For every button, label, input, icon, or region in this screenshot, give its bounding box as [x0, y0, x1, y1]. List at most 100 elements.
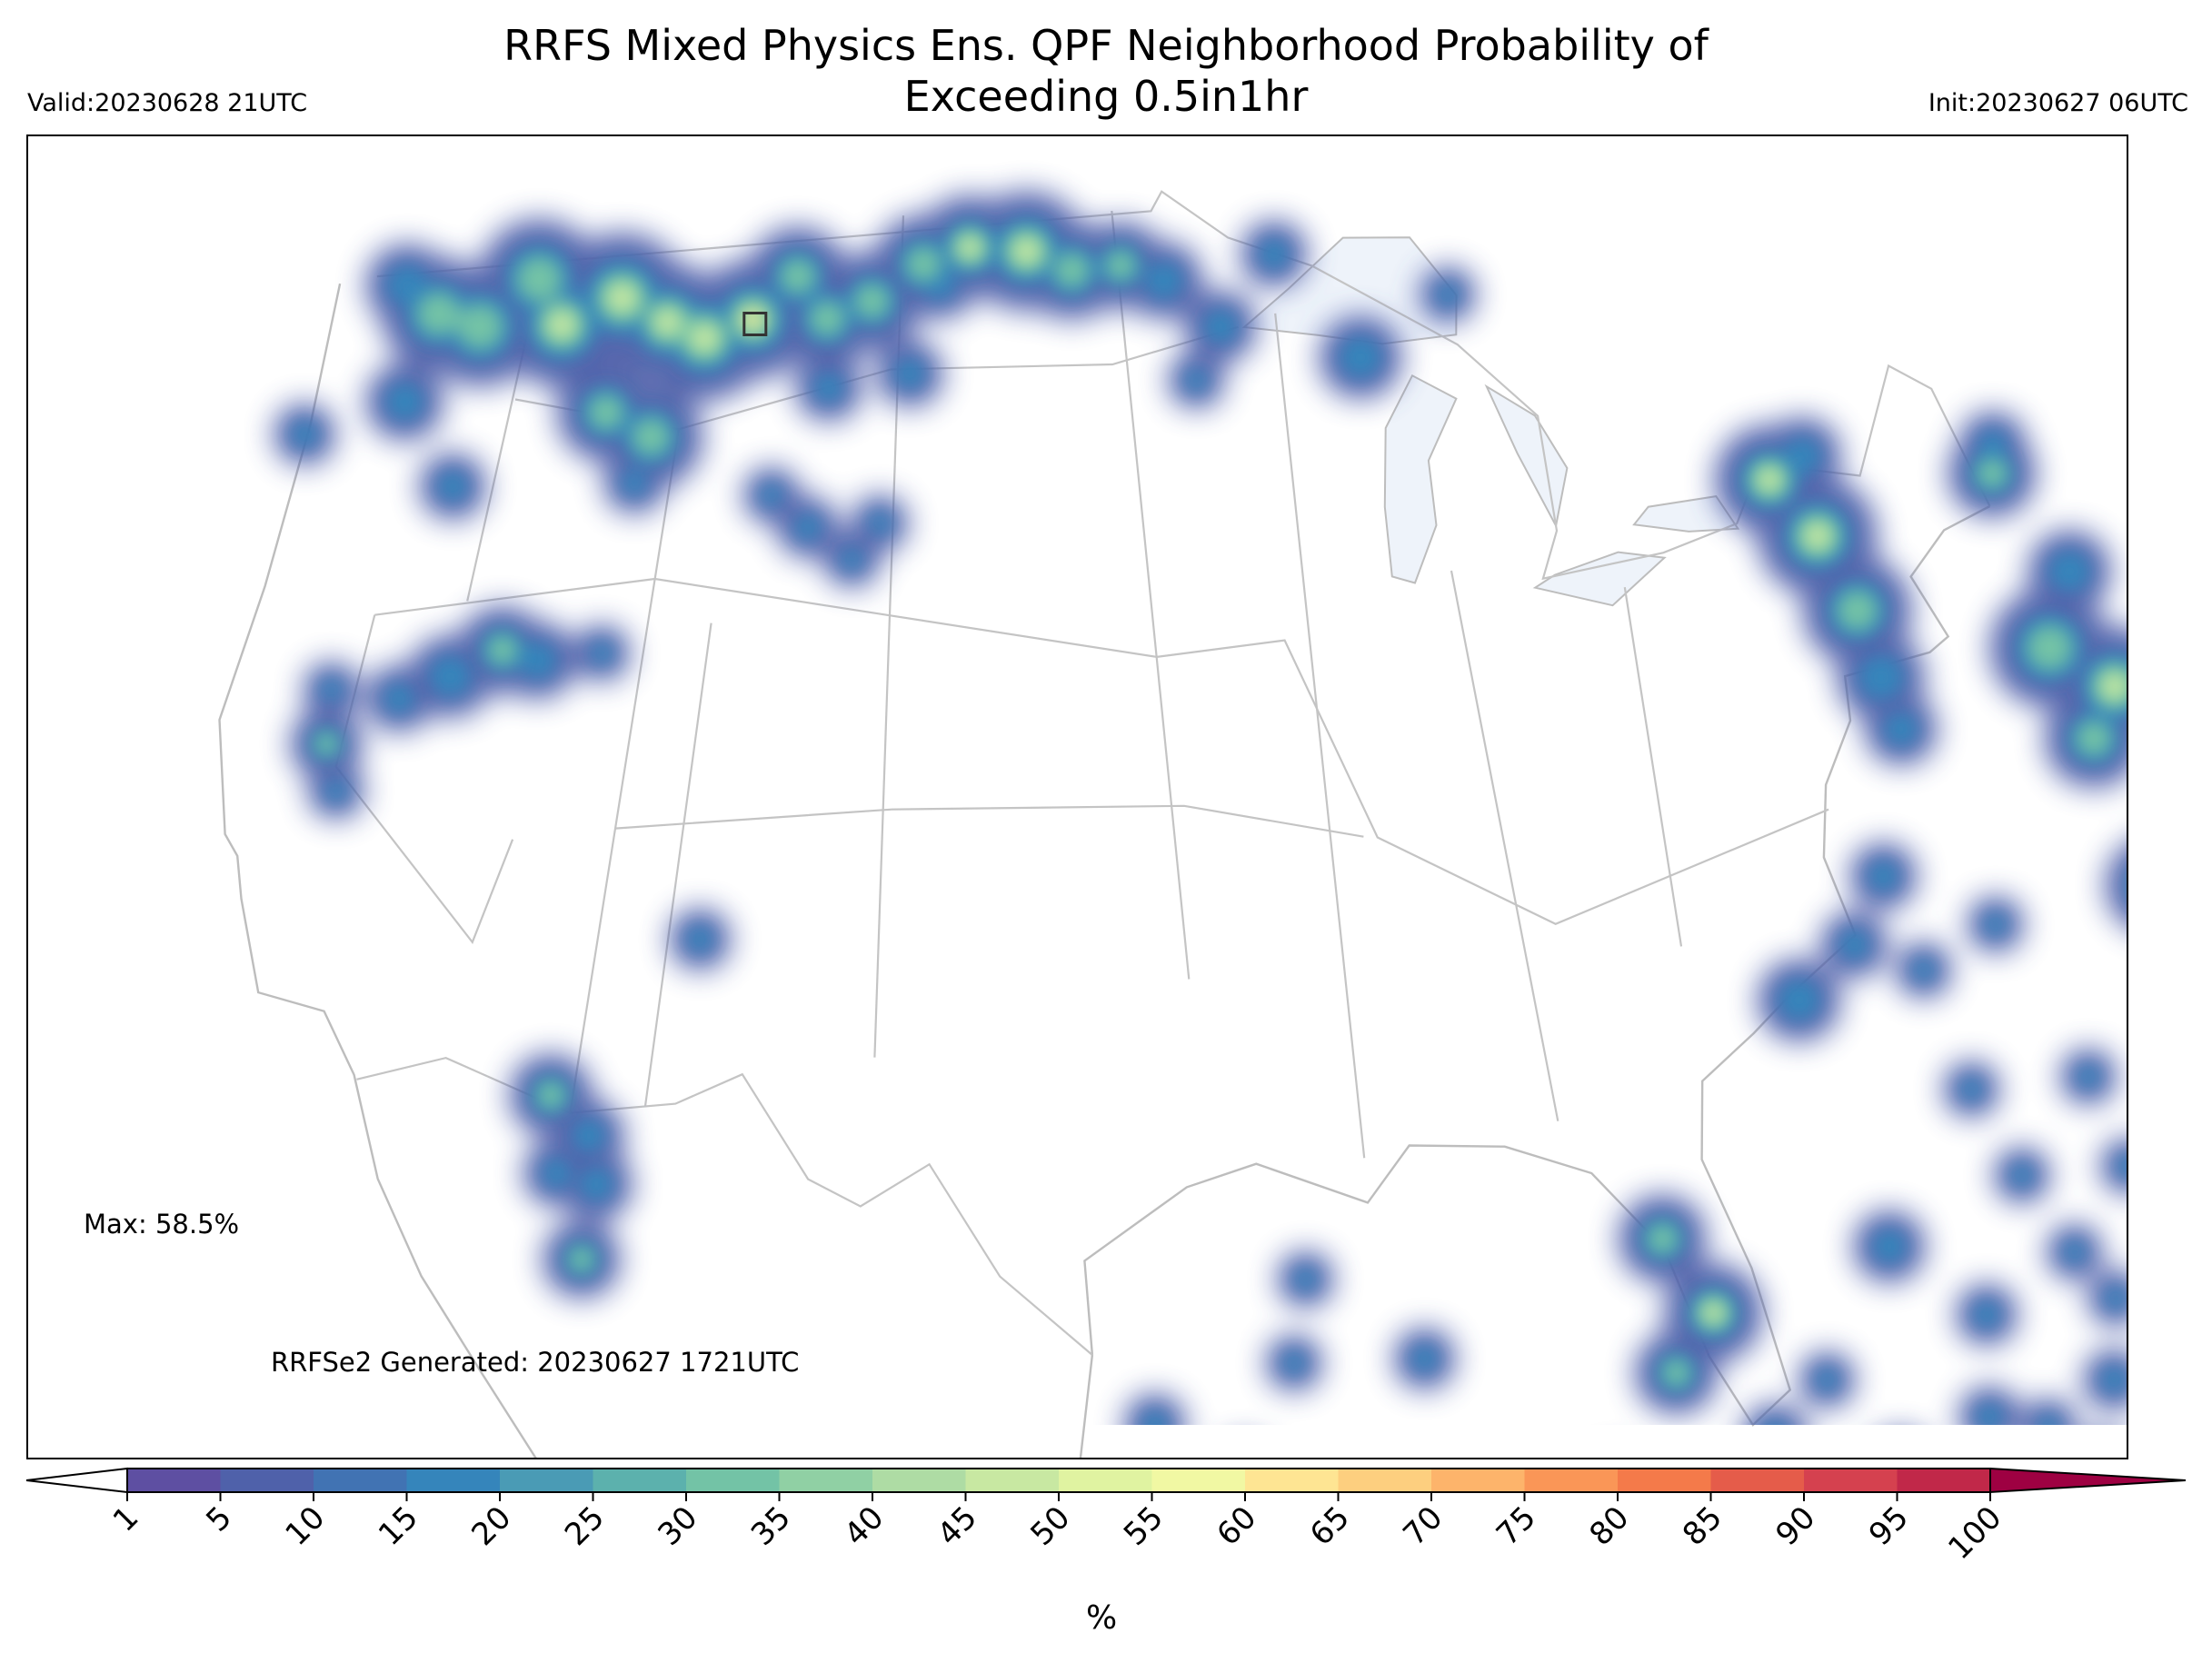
prob-blob-core: [1872, 1229, 1907, 1264]
prob-blob-peak: [1703, 1302, 1724, 1323]
colorbar-tick-label: 100: [1941, 1499, 2008, 1567]
colorbar-extend-high: [1989, 1467, 2187, 1494]
prob-blob-core: [1766, 1421, 1785, 1425]
prob-blob-high: [780, 258, 816, 294]
prob-blob-peak: [1757, 468, 1781, 492]
colorbar-tick-label: 75: [1490, 1499, 1543, 1553]
colorbar-tick-label: 90: [1769, 1499, 1822, 1553]
prob-blob-high: [1662, 1359, 1690, 1387]
prob-blob-high: [854, 283, 890, 319]
prob-blob-high: [632, 417, 671, 456]
prob-blob-core: [1912, 958, 1936, 981]
prob-blob-high: [314, 732, 338, 756]
prob-blob-core: [894, 358, 925, 389]
prob-blob-core: [760, 483, 783, 507]
prob-blob-core: [794, 513, 822, 541]
prob-blob-core: [579, 1167, 614, 1201]
colorbar-extend-low: [25, 1467, 128, 1494]
prob-blob-core: [1144, 261, 1183, 300]
prob-blob-high: [487, 634, 518, 665]
colorbar-tick-label: 35: [744, 1499, 798, 1553]
prob-blob-peak: [654, 309, 682, 336]
prob-blob-high: [2027, 624, 2073, 671]
colorbar-segment: [1524, 1469, 1619, 1492]
colorbar-segment: [872, 1469, 967, 1492]
prob-blob-core: [1141, 1410, 1169, 1425]
prob-blob-peak: [607, 283, 637, 313]
colorbar-tick-label: 80: [1582, 1499, 1636, 1553]
prob-blob-high: [536, 1080, 565, 1110]
prob-blob-core: [868, 512, 892, 535]
prob-blob-core: [1436, 283, 1460, 306]
colorbar-segment: [1897, 1469, 1991, 1492]
colorbar-segment: [593, 1469, 687, 1492]
colorbar-segment: [127, 1469, 222, 1492]
prob-blob-core: [1816, 1368, 1839, 1391]
prob-blob-high: [1105, 250, 1136, 281]
map-panel[interactable]: [26, 134, 2128, 1459]
colorbar-segment: [500, 1469, 594, 1492]
colorbar-segment: [220, 1469, 314, 1492]
prob-blob-core: [686, 926, 713, 953]
prob-blob-high: [1837, 590, 1878, 631]
colorbar-segment: [1431, 1469, 1526, 1492]
prob-blob-core: [2100, 1366, 2127, 1393]
prob-blob-peak: [2101, 672, 2127, 700]
colorbar-tick-label: 55: [1117, 1499, 1171, 1553]
prob-blob-core: [2117, 1154, 2127, 1178]
prob-blob-core: [385, 383, 424, 422]
colorbar-segment: [965, 1469, 1060, 1492]
colorbar-tick-label: 60: [1210, 1499, 1263, 1553]
max-value-label: Max: 58.5%: [84, 1209, 240, 1240]
colorbar-tick-label: 70: [1396, 1499, 1450, 1553]
colorbar-tick-label: 65: [1303, 1499, 1357, 1553]
colorbar-segment: [1059, 1469, 1153, 1492]
prob-blob-core: [1973, 1301, 2000, 1329]
colorbar-segment: [314, 1469, 408, 1492]
prob-blob-core: [1976, 1403, 2003, 1425]
prob-blob-core: [2048, 550, 2091, 593]
colorbar-segment: [686, 1469, 781, 1492]
prob-blob-high: [588, 394, 624, 431]
colorbar: 1 5 10 15 20 25 30 35 40 45 50 55 60 65 70 75 80 85 90 95 10…: [25, 1467, 2187, 1567]
colorbar-tick-label: 30: [651, 1499, 704, 1553]
prob-blob-core: [2010, 1163, 2034, 1187]
prob-blob-core: [813, 372, 844, 403]
colorbar-segment: [1245, 1469, 1340, 1492]
prob-blob-core: [840, 547, 863, 571]
prob-blob-core: [1411, 1345, 1439, 1372]
colorbar-tick-label: 85: [1676, 1499, 1729, 1553]
prob-blob-core: [324, 779, 348, 802]
colorbar-segment: [1710, 1469, 1805, 1492]
colorbar-segment: [779, 1469, 873, 1492]
basemap: [218, 190, 1991, 1458]
prob-blob-core: [291, 421, 318, 448]
probability-contours: [274, 191, 2127, 1425]
colorbar-segment: [406, 1469, 501, 1492]
prob-blob-core: [1778, 979, 1820, 1021]
prob-blob-core: [2104, 1286, 2127, 1309]
prob-blob-high: [1977, 458, 2008, 489]
probability-map: [218, 190, 2127, 1458]
map-title: RRFS Mixed Physics Ens. QPF Neighborhood…: [0, 20, 2212, 122]
colorbar-segment: [1338, 1469, 1432, 1492]
prob-blob-core: [518, 641, 557, 680]
prob-blob-max: [746, 313, 760, 326]
prob-blob-core: [2077, 1065, 2100, 1089]
colorbar-segment: [1618, 1469, 1712, 1492]
max-location-marker: [742, 312, 768, 336]
prob-blob-core: [1184, 369, 1208, 392]
title-line-1: RRFS Mixed Physics Ens. QPF Neighborhood…: [503, 21, 1709, 70]
valid-time-label: Valid:20230628 21UTC: [27, 89, 308, 117]
prob-blob-high: [809, 301, 845, 337]
prob-blob-core: [572, 1119, 606, 1153]
prob-blob-high: [905, 246, 942, 283]
colorbar-tick-label: 45: [931, 1499, 984, 1553]
prob-blob-core: [437, 471, 468, 502]
prob-blob-high: [516, 256, 563, 303]
prob-blob-core: [541, 1158, 573, 1189]
prob-blob-core: [320, 678, 344, 702]
prob-blob-high: [416, 292, 461, 336]
init-time-label: Init:20230627 06UTC: [1928, 89, 2188, 117]
prob-blob-core: [1783, 437, 1822, 475]
